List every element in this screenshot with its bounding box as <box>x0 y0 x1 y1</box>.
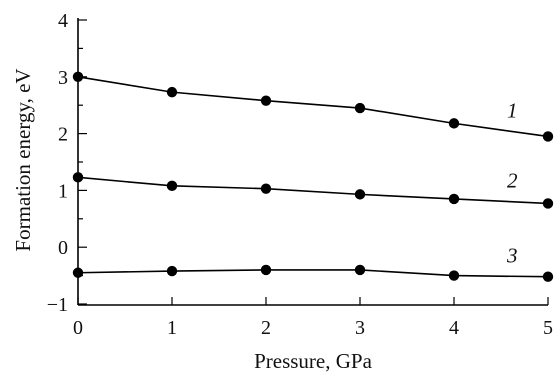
data-point <box>166 86 178 98</box>
data-points <box>72 71 554 282</box>
axes <box>77 18 548 306</box>
x-tick-label: 5 <box>543 317 553 339</box>
data-point <box>260 95 272 106</box>
x-tick-label: 0 <box>73 317 83 339</box>
data-point <box>166 180 178 192</box>
data-point <box>542 131 554 142</box>
ticks <box>77 19 549 305</box>
data-point <box>448 270 460 281</box>
data-point <box>448 193 460 205</box>
y-tick-label: 2 <box>58 124 68 146</box>
data-point <box>260 264 272 276</box>
series-labels: 1 2 3 <box>506 98 518 267</box>
x-axis-title: Pressure, GPa <box>254 349 372 373</box>
y-tick-label: −1 <box>47 294 68 316</box>
data-point <box>260 183 272 194</box>
x-tick-label: 2 <box>261 317 271 339</box>
series-line-3 <box>77 269 549 278</box>
x-tick-label: 4 <box>449 317 459 339</box>
series-line-1 <box>77 76 549 138</box>
y-tick-label: 4 <box>58 10 68 32</box>
data-point <box>542 271 554 282</box>
x-tick-label: 3 <box>355 317 365 339</box>
data-point <box>542 198 554 209</box>
y-axis-title: Formation energy, eV <box>11 68 35 251</box>
series-label: 3 <box>506 243 518 267</box>
data-point <box>448 118 460 129</box>
data-point <box>166 265 178 277</box>
x-tick-label: 1 <box>167 317 177 339</box>
series-line-2 <box>77 176 549 205</box>
series-label: 2 <box>507 169 518 193</box>
data-point <box>354 189 366 200</box>
data-point <box>72 71 84 83</box>
y-tick-label: 0 <box>58 237 68 259</box>
y-tick-label: 3 <box>58 67 68 89</box>
data-point <box>72 267 84 278</box>
y-tick-label: 1 <box>58 180 68 202</box>
data-point <box>354 102 366 114</box>
series-lines <box>77 76 549 278</box>
data-point <box>354 264 366 276</box>
data-point <box>72 172 84 183</box>
series-label: 1 <box>507 98 518 122</box>
